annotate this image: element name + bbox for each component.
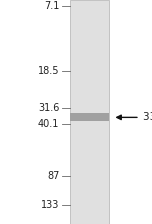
Text: 33 kDa: 33 kDa: [143, 112, 152, 122]
Text: 87: 87: [47, 171, 59, 181]
Text: 133: 133: [41, 200, 59, 210]
Text: 18.5: 18.5: [38, 66, 59, 76]
Text: 31.6: 31.6: [38, 103, 59, 113]
Text: 7.1: 7.1: [44, 1, 59, 11]
Text: 40.1: 40.1: [38, 119, 59, 129]
Bar: [70, 0, 109, 224]
Bar: [70, 114, 109, 121]
